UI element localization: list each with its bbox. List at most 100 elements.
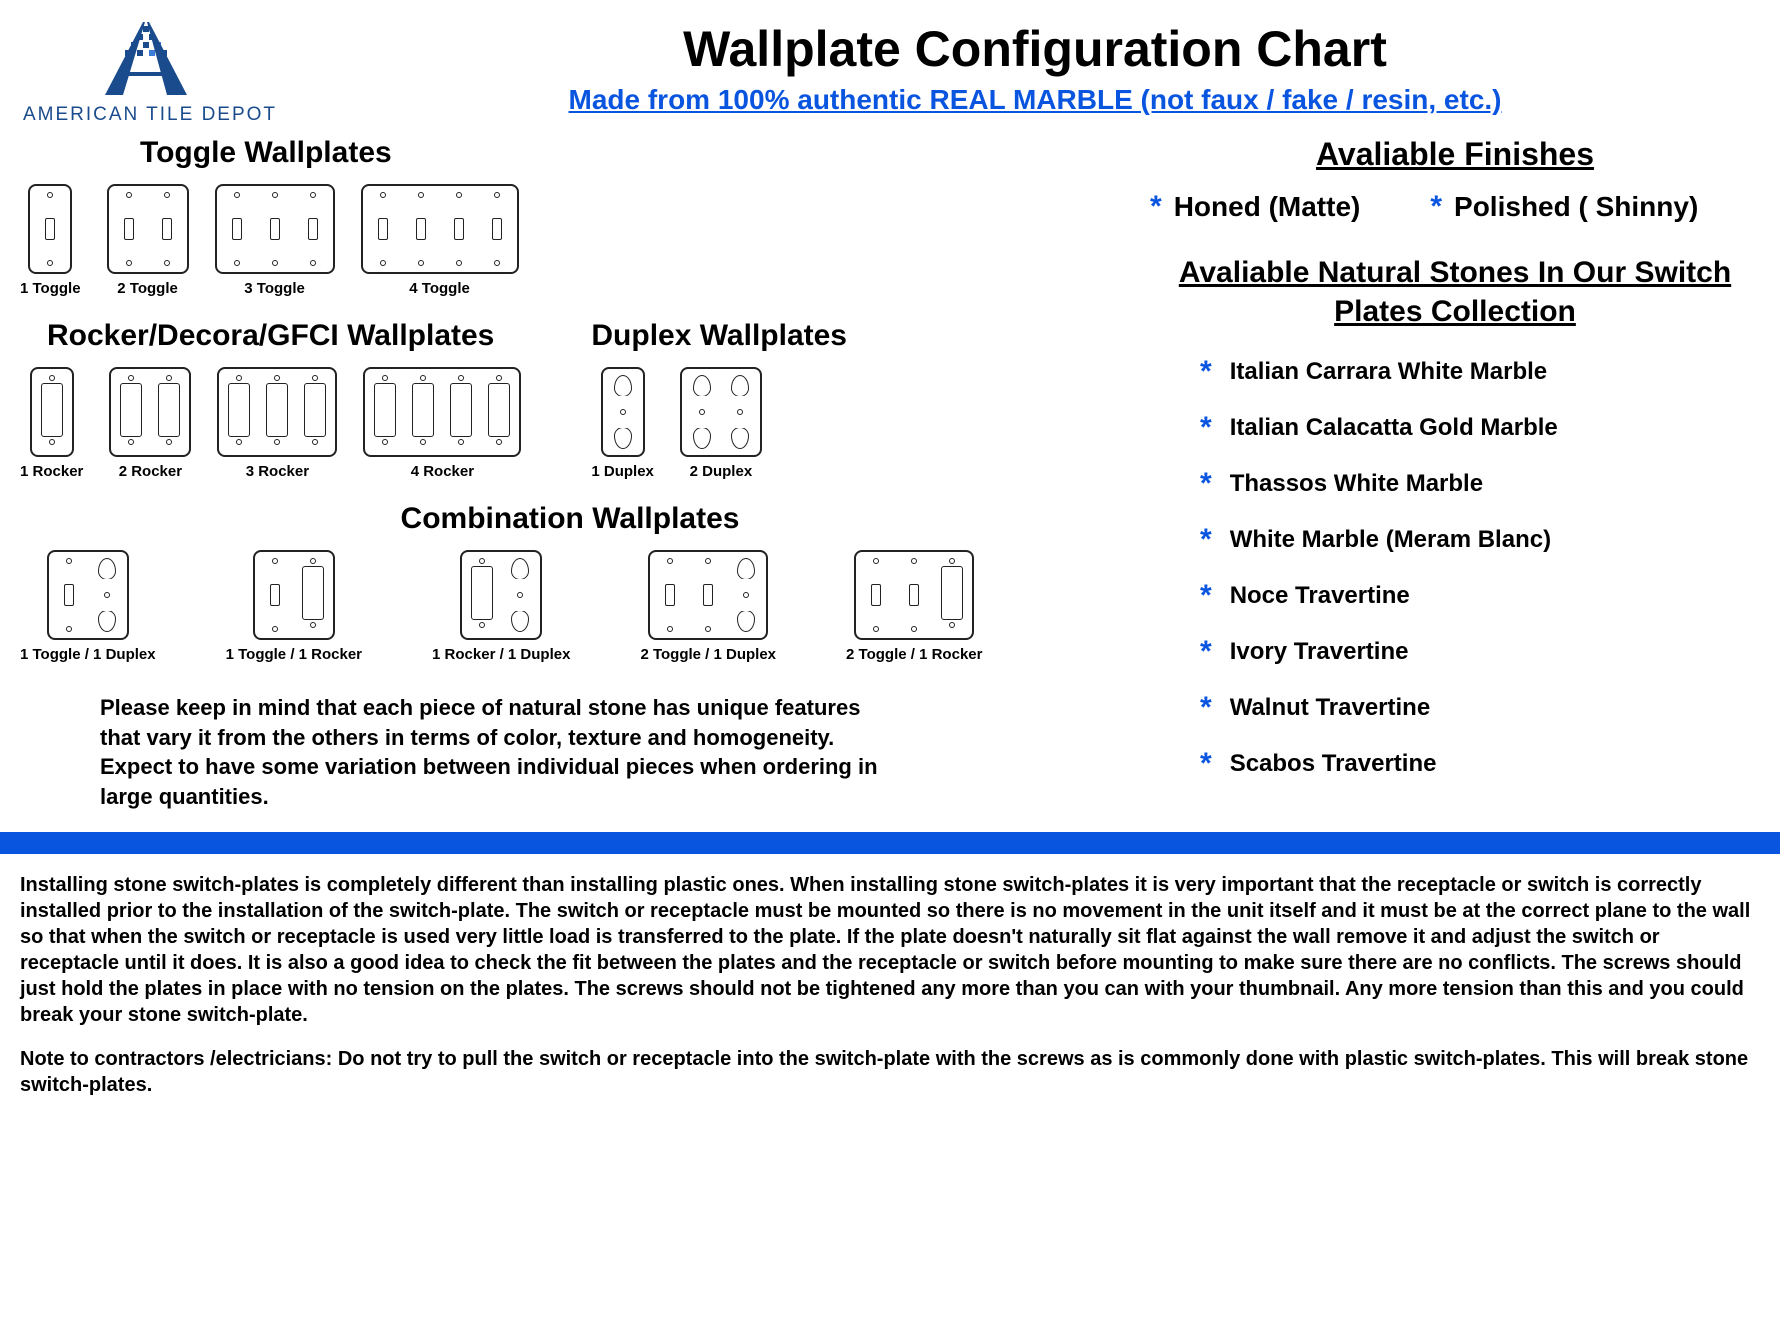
stone-label: Italian Calacatta Gold Marble [1230,414,1558,442]
rocker-row: 1 Rocker 2 Rocker 3 Rocker 4 Rocker [20,367,521,480]
wallplate-label: 4 Rocker [411,463,474,480]
stone-item: *Thassos White Marble [1200,469,1760,499]
wallplate-item: 1 Toggle / 1 Duplex [20,550,156,663]
logo-text: AMERICAN TILE DEPOT [23,104,277,126]
wallplate-item: 1 Toggle [20,184,81,297]
stone-item: * Ivory Travertine [1200,637,1760,667]
brand-logo: AMERICAN TILE DEPOT [20,20,280,126]
toggle-title: Toggle Wallplates [20,136,580,170]
wallplate-icon [28,184,72,274]
wallplate-label: 1 Rocker / 1 Duplex [432,646,570,663]
wallplate-item: 1 Rocker / 1 Duplex [432,550,570,663]
wallplate-icon [253,550,335,640]
asterisk-icon: * [1200,357,1212,387]
duplex-section: Duplex Wallplates 1 Duplex 2 Duplex [591,319,847,502]
stone-label: Walnut Travertine [1230,694,1430,722]
wallplate-label: 2 Duplex [690,463,753,480]
asterisk-icon: * [1200,637,1212,667]
divider-bar [0,832,1780,854]
duplex-row: 1 Duplex 2 Duplex [591,367,847,480]
wallplate-icon [363,367,521,457]
wallplate-icon [361,184,519,274]
asterisk-icon: * [1200,581,1212,611]
stone-item: * Italian Carrara White Marble [1200,357,1760,387]
combo-title: Combination Wallplates [20,502,1120,536]
rocker-section: Rocker/Decora/GFCI Wallplates 1 Rocker 2 … [20,319,521,502]
wallplate-item: 2 Toggle [107,184,189,297]
rocker-title: Rocker/Decora/GFCI Wallplates [20,319,521,353]
stone-item: *White Marble (Meram Blanc) [1200,525,1760,555]
wallplate-label: 2 Toggle [117,280,178,297]
marble-link[interactable]: Made from 100% authentic REAL MARBLE (no… [569,84,1502,116]
rocker-duplex-row: Rocker/Decora/GFCI Wallplates 1 Rocker 2 … [20,319,1120,502]
stone-item: * Scabos Travertine [1200,749,1760,779]
toggle-section: Toggle Wallplates 1 Toggle 2 Toggle 3 Togg… [20,136,580,297]
wallplate-item: 4 Rocker [363,367,521,480]
wallplate-item: 1 Duplex [591,367,654,480]
asterisk-icon: * [1430,192,1442,222]
wallplate-icon [648,550,768,640]
wallplate-label: 1 Duplex [591,463,654,480]
toggle-row: 1 Toggle 2 Toggle 3 Toggle 4 Toggle [20,184,580,297]
wallplate-icon [601,367,645,457]
finish-label: Honed (Matte) [1174,191,1361,223]
finish-item: * Polished ( Shinny) [1430,191,1698,223]
stones-title: Avaliable Natural Stones In Our Switch P… [1150,253,1760,331]
content: Toggle Wallplates 1 Toggle 2 Toggle 3 Togg… [20,136,1760,812]
contractor-note: Note to contractors /electricians: Do no… [20,1046,1760,1098]
header: AMERICAN TILE DEPOT Wallplate Configurat… [20,20,1760,126]
duplex-title: Duplex Wallplates [591,319,847,353]
wallplate-icon [109,367,191,457]
stone-label: Scabos Travertine [1230,750,1437,778]
asterisk-icon: * [1200,749,1212,779]
wallplate-icon [30,367,74,457]
page-title: Wallplate Configuration Chart [310,20,1760,78]
wallplate-label: 3 Toggle [244,280,305,297]
wallplate-label: 1 Toggle [20,280,81,297]
stone-label: Italian Carrara White Marble [1230,358,1547,386]
wallplate-icon [680,367,762,457]
stone-item: * Walnut Travertine [1200,693,1760,723]
asterisk-icon: * [1150,192,1162,222]
finish-label: Polished ( Shinny) [1454,191,1698,223]
logo-a-icon [75,20,225,100]
wallplate-icon [215,184,335,274]
wallplate-item: 4 Toggle [361,184,519,297]
wallplate-label: 1 Toggle / 1 Duplex [20,646,156,663]
asterisk-icon: * [1200,693,1212,723]
wallplate-item: 1 Toggle / 1 Rocker [226,550,362,663]
asterisk-icon: * [1200,413,1212,443]
wallplate-item: 2 Rocker [109,367,191,480]
left-column: Toggle Wallplates 1 Toggle 2 Toggle 3 Togg… [20,136,1120,812]
wallplate-item: 2 Toggle / 1 Rocker [846,550,982,663]
wallplate-label: 2 Toggle / 1 Duplex [640,646,776,663]
wallplate-label: 3 Rocker [246,463,309,480]
stone-item: *Noce Travertine [1200,581,1760,611]
wallplate-item: 2 Toggle / 1 Duplex [640,550,776,663]
finish-item: * Honed (Matte) [1150,191,1360,223]
stone-label: Ivory Travertine [1230,638,1409,666]
wallplate-label: 2 Toggle / 1 Rocker [846,646,982,663]
wallplate-item: 3 Rocker [217,367,337,480]
wallplate-icon [217,367,337,457]
wallplate-label: 1 Rocker [20,463,83,480]
finishes-row: * Honed (Matte) * Polished ( Shinny) [1150,191,1760,223]
stone-list: * Italian Carrara White Marble * Italian Ca… [1150,357,1760,779]
finishes-title: Avaliable Finishes [1150,136,1760,173]
wallplate-icon [107,184,189,274]
wallplate-icon [854,550,974,640]
wallplate-label: 4 Toggle [409,280,470,297]
right-column: Avaliable Finishes * Honed (Matte) * Polish… [1150,136,1760,812]
wallplate-label: 1 Toggle / 1 Rocker [226,646,362,663]
wallplate-item: 2 Duplex [680,367,762,480]
wallplate-icon [47,550,129,640]
variation-note: Please keep in mind that each piece of n… [100,693,880,812]
install-paragraph: Installing stone switch-plates is comple… [20,872,1760,1028]
combo-row: 1 Toggle / 1 Duplex 1 Toggle / 1 Rocker 1 … [20,550,1120,663]
asterisk-icon: * [1200,525,1212,555]
wallplate-label: 2 Rocker [119,463,182,480]
asterisk-icon: * [1200,469,1212,499]
wallplate-icon [460,550,542,640]
stone-item: * Italian Calacatta Gold Marble [1200,413,1760,443]
title-block: Wallplate Configuration Chart Made from … [310,20,1760,116]
